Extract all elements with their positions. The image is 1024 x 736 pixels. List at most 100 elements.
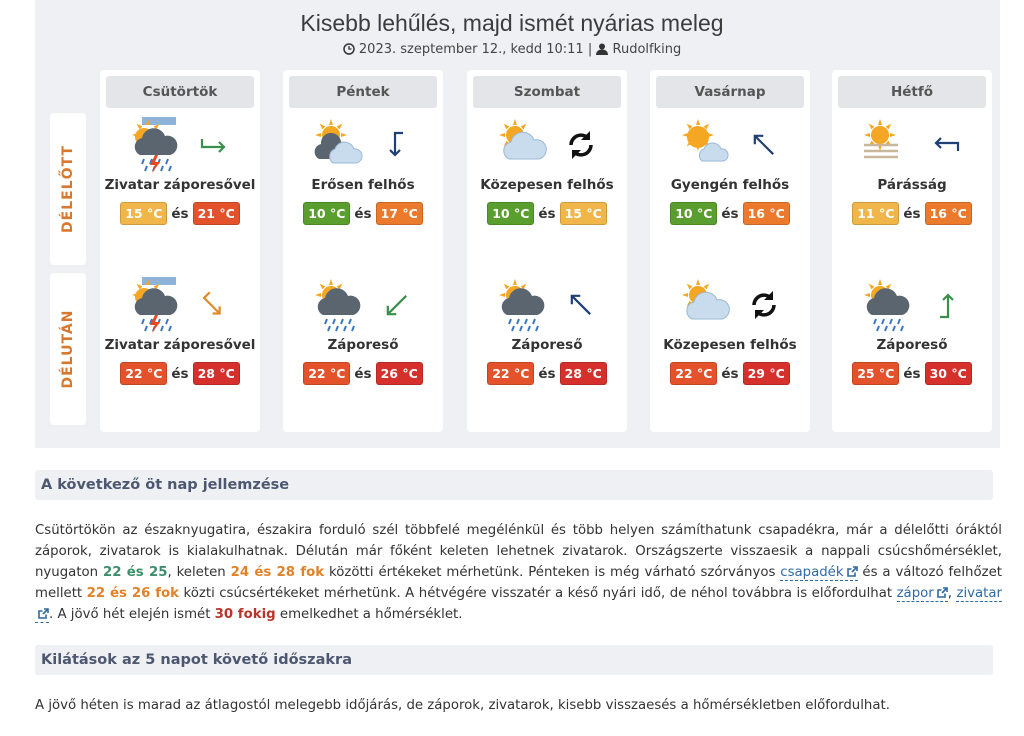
temp-max: 21 °C [192,202,240,225]
weather-label: Párásság [877,177,947,193]
section-paragraph: A jövő héten is marad az átlagostól mele… [35,695,1002,716]
wind-icon [928,127,964,167]
forecast-slot: Erősen felhős 10 °C és 17 °C [283,115,443,265]
weather-icon [495,115,555,179]
day-card: Péntek Erősen felhős 10 °C és 17 °C Zápores​ő… [283,70,443,432]
temp-connector: és [721,206,739,222]
temp-min: 25 °C [852,362,900,385]
temp-connector: és [171,206,189,222]
highlight: 24 és 28 fok [230,565,325,580]
forecast-slot: Zápores​ő 22 °C és 26 °C [283,275,443,425]
temperature-range: 22 °C és 28 °C [467,362,627,385]
text-run: Csütörtökön az északnyugatira, északira … [35,523,1002,580]
temperature-range: 15 °C és 21 °C [100,202,260,225]
temp-min: 11 °C [852,202,900,225]
temperature-range: 25 °C és 30 °C [832,362,992,385]
temp-connector: és [538,366,556,382]
weather-label: Zápores​ő [511,337,583,353]
text-run: és a változó felhőzet mellett [35,565,1002,601]
temperature-range: 10 °C és 16 °C [650,202,810,225]
temp-max: 28 °C [559,362,607,385]
weather-label: Zápores​ő [327,337,399,353]
glossary-link[interactable]: zivatar [35,586,1002,623]
day-name: Péntek [289,76,437,108]
temp-min: 22 °C [670,362,718,385]
temp-min: 22 °C [487,362,535,385]
temp-min: 10 °C [303,202,351,225]
weather-icon [311,275,371,339]
temp-max: 26 °C [375,362,423,385]
text-run: közötti értékeket mérhetünk. Pénteken is… [324,565,781,580]
weather-icon [678,275,738,339]
period-label: DÉLUTÁN [50,273,86,425]
temperature-range: 11 °C és 16 °C [832,202,992,225]
temp-connector: és [171,366,189,382]
weather-icon [311,115,371,179]
wind-icon [379,287,415,327]
wind-icon [196,127,232,167]
highlight: 30 fokig [214,607,276,622]
day-name: Hétfő [838,76,986,108]
meta-separator: | [587,42,593,57]
temp-min: 15 °C [120,202,168,225]
wind-icon [196,287,232,327]
forecast-slot: Közepesen felhős 10 °C és 15 °C [467,115,627,265]
day-card: Szombat Közepesen felhős 10 °C és 15 °C Zápor… [467,70,627,432]
weather-icon [860,275,920,339]
day-name: Vasárnap [656,76,804,108]
text-run: , keleten [167,565,231,580]
temp-connector: és [903,206,921,222]
author-link[interactable]: Rudolfking [612,42,682,57]
weather-icon [860,115,920,179]
temp-connector: és [354,206,372,222]
temp-max: 29 °C [742,362,790,385]
clock-icon [343,43,355,55]
glossary-link[interactable]: zápor [896,586,948,602]
forecast-slot: Zápores​ő 22 °C és 28 °C [467,275,627,425]
publish-date: 2023. szeptember 12., kedd 10:11 [358,42,584,57]
section-paragraph: Csütörtökön az északnyugatira, északira … [35,520,1002,625]
glossary-link[interactable]: csapadék [780,565,858,581]
temperature-range: 22 °C és 29 °C [650,362,810,385]
weather-label: Zivatar záporesővel [104,177,256,193]
forecast-slot: Közepesen felhős 22 °C és 29 °C [650,275,810,425]
wind-icon [746,287,782,327]
weather-icon [128,275,188,339]
weather-icon [128,115,188,179]
weather-label: Közepesen felhős [480,177,614,193]
wind-icon [928,287,964,327]
forecast-slot: Gyengén felhős 10 °C és 16 °C [650,115,810,265]
forecast-slot: Zápores​ő 25 °C és 30 °C [832,275,992,425]
external-link-icon [38,608,49,619]
period-text: DÉLUTÁN [60,309,76,389]
temp-connector: és [538,206,556,222]
section-heading: Kilátások az 5 napot követő időszakra [35,645,993,675]
temp-min: 10 °C [670,202,718,225]
wind-icon [746,127,782,167]
temperature-range: 10 °C és 17 °C [283,202,443,225]
period-text: DÉLELŐTT [60,145,76,233]
wind-icon [563,127,599,167]
forecast-slot: Zivatar záporesővel 22 °C és 28 °C [100,275,260,425]
wind-icon [563,287,599,327]
temp-max: 15 °C [559,202,607,225]
temp-connector: és [903,366,921,382]
temp-max: 16 °C [924,202,972,225]
temp-connector: és [721,366,739,382]
temp-max: 16 °C [742,202,790,225]
weather-label: Közepesen felhős [663,337,797,353]
day-card: Hétfő Párásság 11 °C és 16 °C Zápores​ő 25 °C é… [832,70,992,432]
day-card: Vasárnap Gyengén felhős 10 °C és 16 °C Közepe… [650,70,810,432]
day-name: Szombat [473,76,621,108]
wind-icon [379,127,415,167]
temp-max: 30 °C [924,362,972,385]
day-name: Csütörtök [106,76,254,108]
weather-label: Erősen felhős [311,177,415,193]
temperature-range: 10 °C és 15 °C [467,202,627,225]
external-link-icon [936,587,948,598]
weather-icon [678,115,738,179]
section-heading: A következő öt nap jellemzése [35,470,993,500]
user-icon [596,43,609,55]
